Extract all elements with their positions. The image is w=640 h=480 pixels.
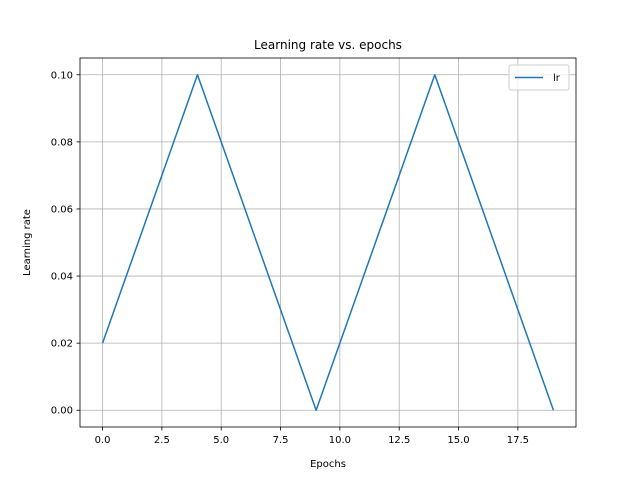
x-tick-label: 5.0 <box>213 435 229 446</box>
series-line-lr <box>101 74 555 411</box>
y-tick-label: 0.06 <box>51 204 73 215</box>
x-axis-title: Epochs <box>310 459 346 470</box>
chart-title: Learning rate vs. epochs <box>254 38 402 52</box>
y-tick-label: 0.04 <box>51 272 73 283</box>
y-axis-ticks: 0.00 0.02 0.04 0.06 0.08 0.10 <box>51 70 80 417</box>
x-tick-label: 0.0 <box>95 435 111 446</box>
legend: lr <box>508 64 570 91</box>
y-tick-label: 0.02 <box>51 339 73 350</box>
legend-entry-lr: lr <box>553 73 561 84</box>
plot-frame <box>79 57 577 428</box>
x-tick-label: 2.5 <box>154 435 170 446</box>
series-layer <box>101 74 555 411</box>
y-axis-title: Learning rate <box>22 209 33 276</box>
x-tick-label: 10.0 <box>329 435 351 446</box>
y-tick-label: 0.00 <box>51 406 73 417</box>
y-tick-label: 0.10 <box>51 70 73 81</box>
x-tick-label: 7.5 <box>273 435 289 446</box>
grid-lines <box>80 58 576 427</box>
x-tick-label: 12.5 <box>388 435 410 446</box>
x-axis-ticks: 0.0 2.5 5.0 7.5 10.0 12.5 15.0 17.5 <box>95 427 529 446</box>
x-tick-label: 17.5 <box>507 435 529 446</box>
y-tick-label: 0.08 <box>51 137 73 148</box>
x-tick-label: 15.0 <box>447 435 469 446</box>
